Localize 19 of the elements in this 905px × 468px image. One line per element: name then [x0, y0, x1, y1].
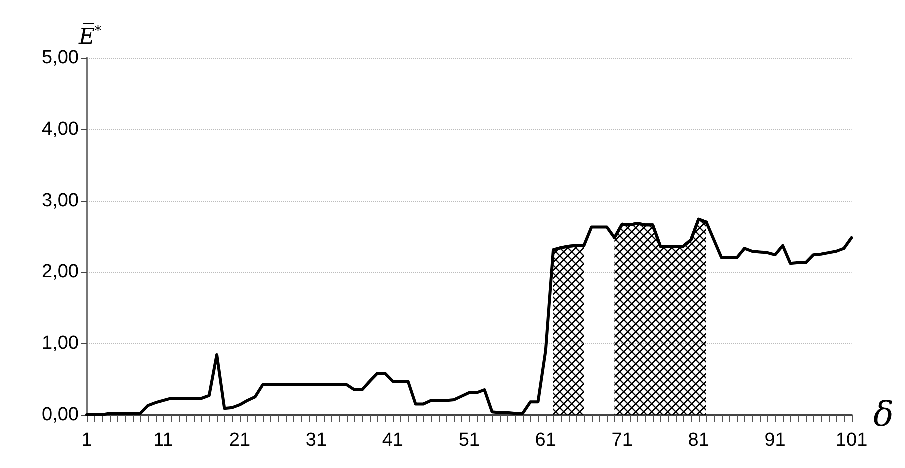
- x-tick-label: 11: [154, 430, 174, 451]
- y-tick-label: 3,00: [42, 190, 79, 212]
- y-tick-label: 4,00: [42, 118, 79, 140]
- x-tick-label: 101: [836, 430, 868, 451]
- x-tick-label: 71: [612, 430, 633, 451]
- x-tick-label: 31: [306, 430, 328, 451]
- x-tick-label: 91: [764, 430, 786, 451]
- x-tick-label: 41: [382, 430, 404, 451]
- y-tick-label: 2,00: [42, 262, 79, 283]
- x-tick-label: 21: [229, 430, 251, 451]
- y-tick-label: 0,00: [42, 404, 79, 426]
- y-tick-label: 1,00: [42, 333, 79, 354]
- x-tick-label: 51: [458, 430, 480, 451]
- y-tick-label: 5,00: [42, 48, 79, 68]
- y-axis-title: E̅*: [78, 23, 102, 50]
- x-tick-label: 1: [82, 430, 92, 451]
- x-tick-label: 81: [688, 430, 710, 451]
- x-axis-title: δ: [874, 395, 894, 435]
- x-tick-label: 61: [535, 430, 556, 451]
